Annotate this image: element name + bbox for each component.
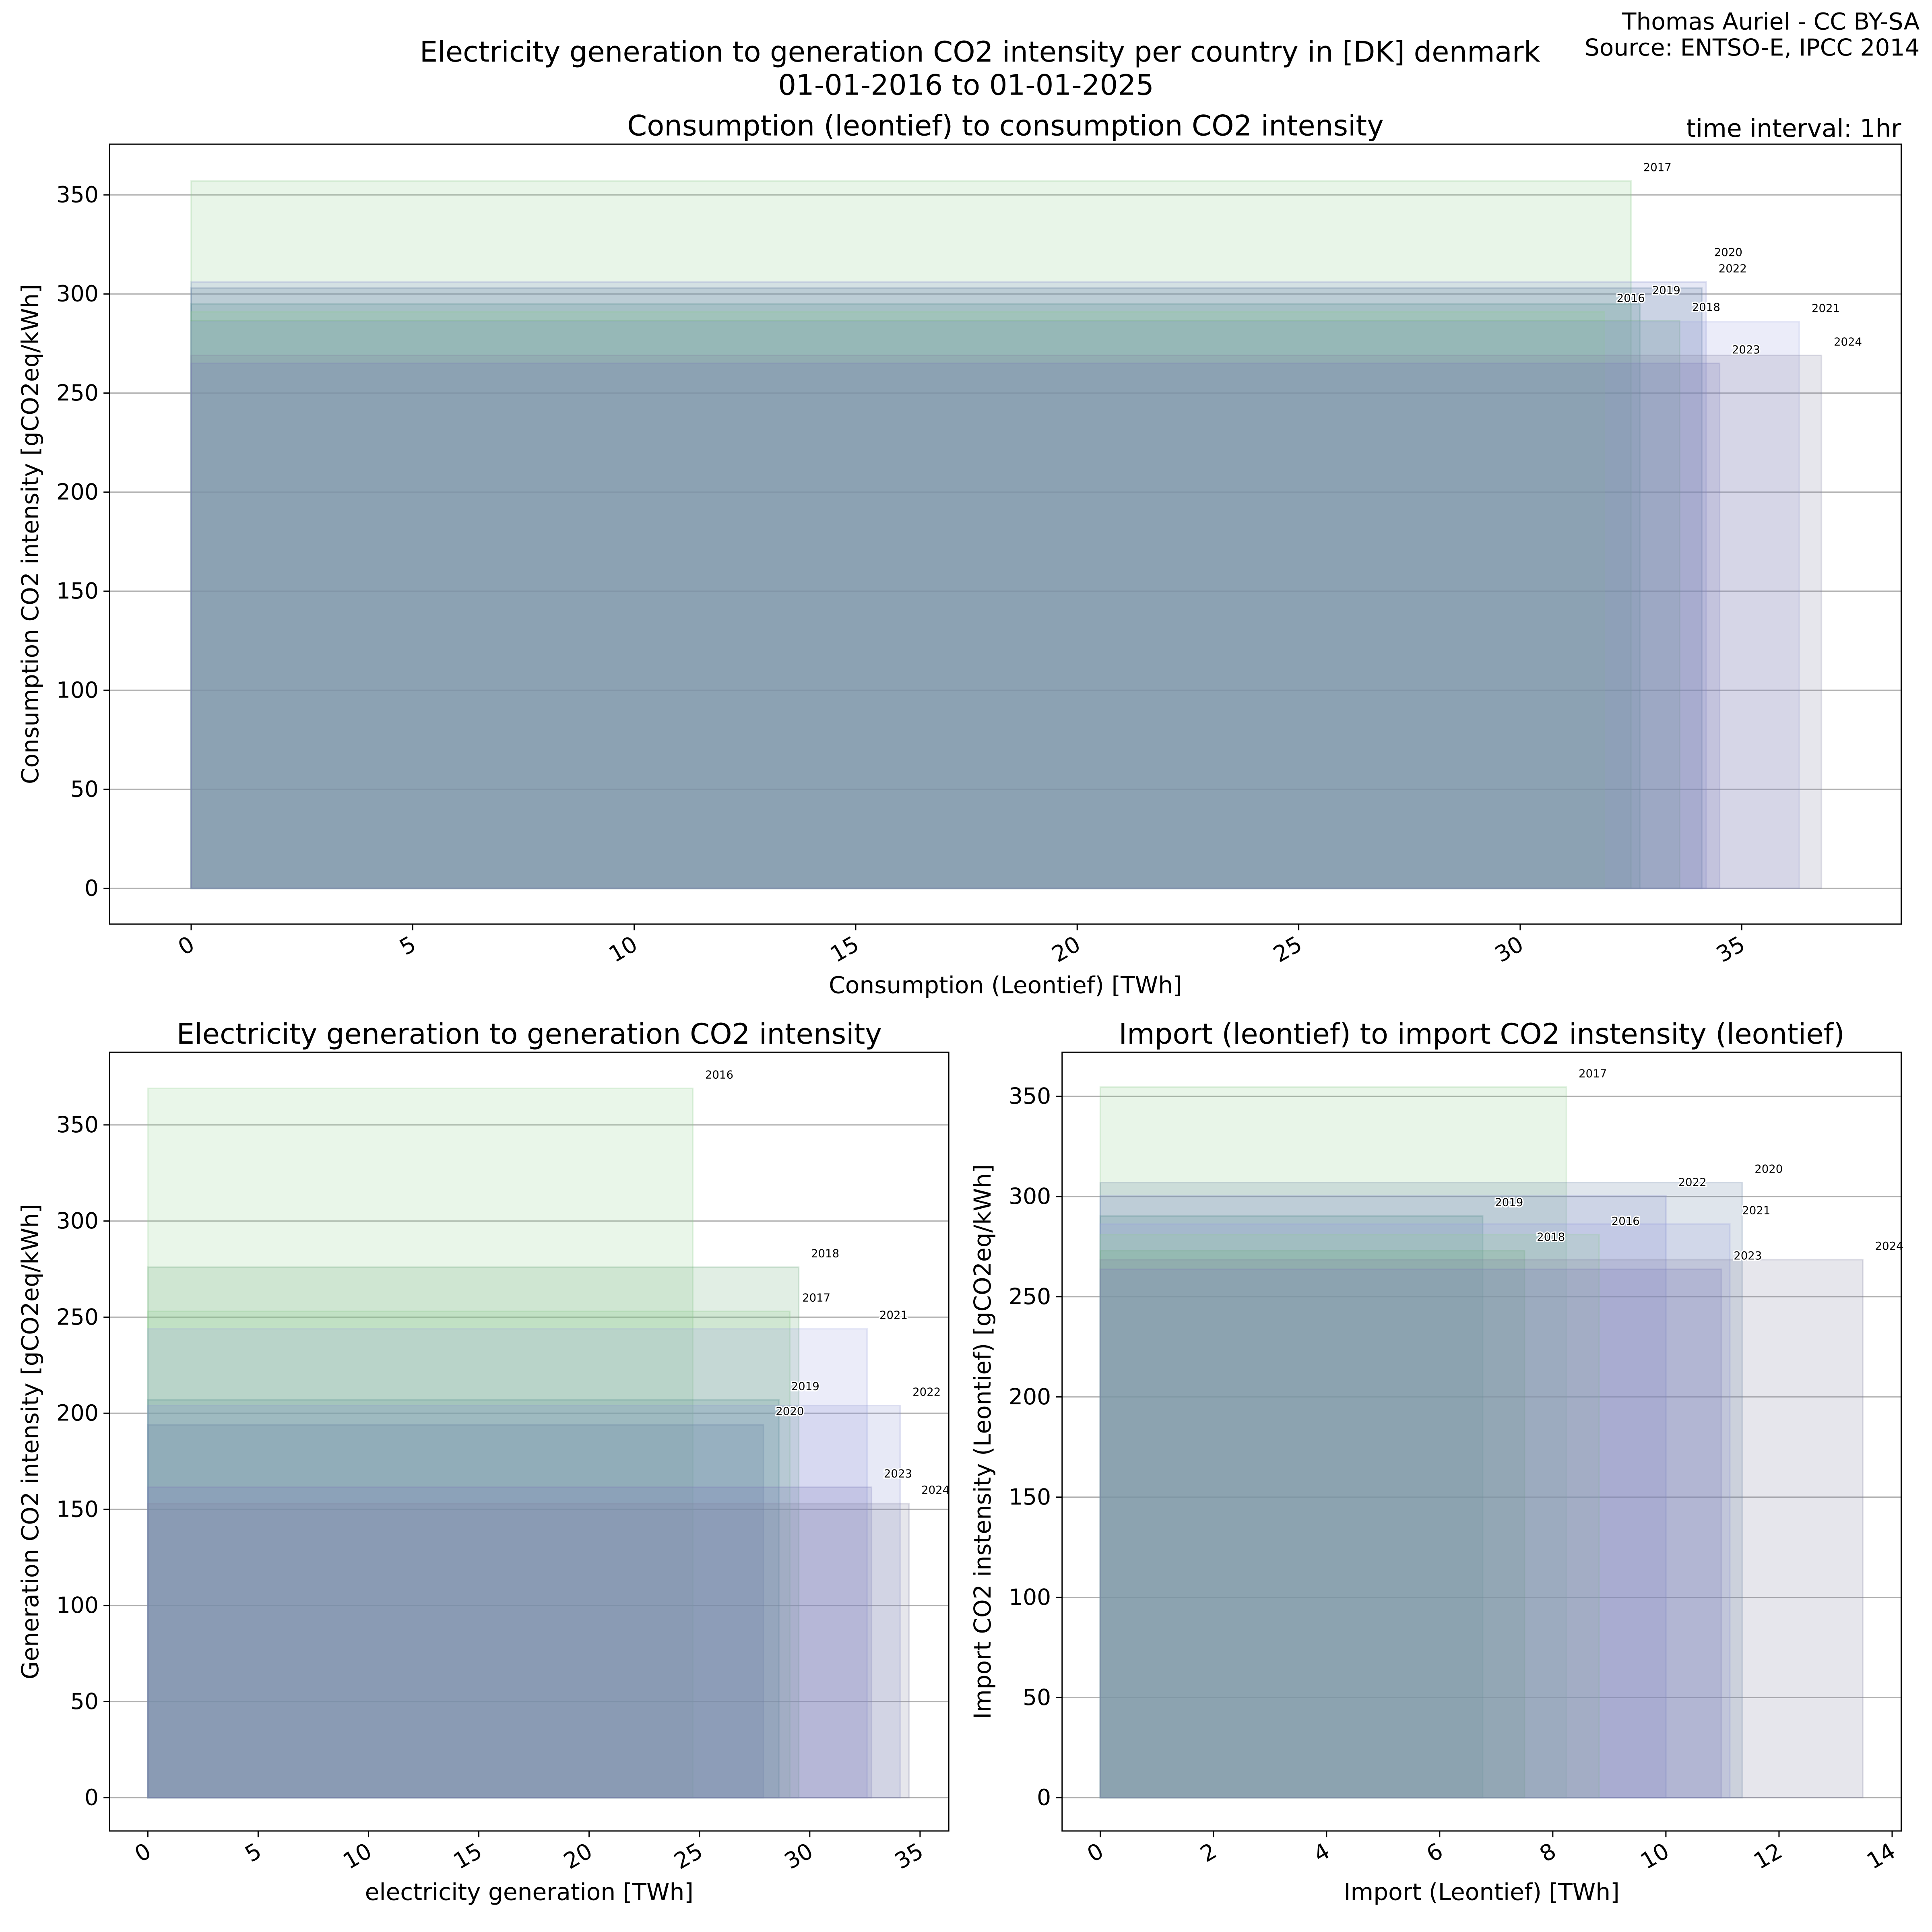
- bar-label-2018: 2018: [1692, 301, 1720, 314]
- y-tick-label: 200: [56, 1400, 99, 1426]
- bar-label-2018: 2018: [811, 1247, 839, 1260]
- y-tick-label: 300: [1009, 1183, 1051, 1209]
- y-tick-label: 150: [1009, 1484, 1051, 1510]
- bar-2018: [147, 1266, 800, 1799]
- plot-frame: [1061, 1051, 1902, 1832]
- y-tick-label: 50: [1023, 1684, 1051, 1710]
- y-tick-label: 200: [1009, 1384, 1051, 1410]
- y-tick-label: 100: [1009, 1584, 1051, 1610]
- bar-2020: [147, 1424, 764, 1799]
- y-tick-label: 250: [56, 380, 99, 406]
- bar-2023: [147, 1486, 873, 1799]
- bar-2022: [147, 1405, 901, 1799]
- y-tick-label: 350: [56, 1112, 99, 1137]
- bar-label-2019: 2019: [1495, 1196, 1523, 1209]
- bar-label-2022: 2022: [1719, 262, 1747, 275]
- y-tick-label: 100: [56, 1592, 99, 1618]
- y-axis-label: Consumption CO2 intensity [gCO2eq/kWh]: [17, 284, 44, 784]
- bar-2016: [1099, 1234, 1600, 1799]
- bar-label-2019: 2019: [1652, 284, 1680, 297]
- bar-2022: [190, 281, 1707, 890]
- bar-label-2016: 2016: [1617, 292, 1645, 305]
- y-tick-label: 250: [1009, 1284, 1051, 1309]
- x-axis-label: Import (Leontief) [TWh]: [1344, 1878, 1619, 1905]
- bar-label-2024: 2024: [921, 1484, 949, 1496]
- bar-label-2023: 2023: [884, 1468, 912, 1480]
- figure-date-range: 01-01-2016 to 01-01-2025: [778, 69, 1154, 102]
- y-tick-label: 50: [70, 776, 99, 802]
- bar-label-2021: 2021: [879, 1309, 908, 1322]
- y-tick-label: 350: [56, 182, 99, 208]
- y-tick-label: 300: [56, 1208, 99, 1234]
- bar-2021: [1099, 1223, 1731, 1799]
- bar-label-2018: 2018: [1537, 1231, 1565, 1244]
- y-tick-label: 0: [85, 1785, 99, 1810]
- y-tick-label: 150: [56, 578, 99, 604]
- bar-label-2016: 2016: [1612, 1215, 1640, 1228]
- bar-2017: [190, 180, 1632, 890]
- bar-2018: [190, 320, 1680, 890]
- bar-label-2020: 2020: [776, 1405, 804, 1418]
- bar-2024: [1099, 1259, 1864, 1799]
- bar-2021: [190, 321, 1800, 890]
- bar-label-2022: 2022: [912, 1386, 941, 1399]
- y-tick-label: 150: [56, 1496, 99, 1522]
- bar-label-2020: 2020: [1754, 1162, 1783, 1175]
- bar-2024: [190, 355, 1823, 890]
- bar-2023: [1099, 1268, 1722, 1799]
- time-interval-label: time interval: 1hr: [1686, 114, 1901, 143]
- y-axis-label: Generation CO2 intensity [gCO2eq/kWh]: [17, 1204, 44, 1679]
- bar-2021: [147, 1328, 868, 1799]
- y-tick-label: 0: [1037, 1785, 1051, 1810]
- credit-text: Thomas Auriel - CC BY-SA: [1622, 8, 1920, 35]
- bar-2019: [147, 1399, 780, 1799]
- panel-title: Consumption (leontief) to consumption CO…: [627, 109, 1384, 142]
- y-tick-label: 100: [56, 677, 99, 703]
- bar-label-2017: 2017: [1579, 1067, 1607, 1080]
- y-tick-label: 50: [70, 1688, 99, 1714]
- bar-2024: [147, 1503, 910, 1799]
- bar-label-2017: 2017: [1643, 161, 1672, 174]
- x-axis-label: Consumption (Leontief) [TWh]: [829, 971, 1182, 999]
- bar-2017: [1099, 1086, 1567, 1799]
- bar-label-2024: 2024: [1834, 335, 1862, 348]
- source-text: Source: ENTSO-E, IPCC 2014: [1585, 34, 1920, 61]
- y-tick-label: 300: [56, 281, 99, 307]
- panel-title: Electricity generation to generation CO2…: [177, 1018, 882, 1051]
- bar-2016: [147, 1088, 694, 1799]
- plot-frame: [109, 143, 1902, 925]
- bar-label-2019: 2019: [791, 1380, 819, 1393]
- y-tick-label: 200: [56, 479, 99, 505]
- y-tick-label: 0: [85, 875, 99, 901]
- bar-2019: [1099, 1215, 1484, 1799]
- bar-2016: [190, 311, 1605, 890]
- bar-2020: [190, 287, 1703, 890]
- bar-label-2024: 2024: [1875, 1240, 1903, 1253]
- y-tick-label: 350: [1009, 1083, 1051, 1109]
- bar-label-2023: 2023: [1734, 1249, 1762, 1262]
- bar-label-2016: 2016: [705, 1069, 733, 1082]
- y-tick-label: 250: [56, 1304, 99, 1330]
- bar-2019: [190, 303, 1641, 890]
- x-axis-label: electricity generation [TWh]: [365, 1878, 694, 1905]
- bar-label-2023: 2023: [1732, 343, 1760, 356]
- bar-label-2017: 2017: [802, 1292, 830, 1305]
- bar-2017: [147, 1311, 791, 1799]
- figure-title: Electricity generation to generation CO2…: [420, 35, 1540, 68]
- plot-frame: [109, 1051, 949, 1832]
- bar-2020: [1099, 1182, 1743, 1799]
- bar-label-2021: 2021: [1812, 302, 1840, 315]
- bar-label-2022: 2022: [1678, 1176, 1706, 1189]
- bar-2018: [1099, 1250, 1525, 1799]
- bar-label-2020: 2020: [1714, 246, 1742, 259]
- panel-title: Import (leontief) to import CO2 instensi…: [1119, 1018, 1845, 1051]
- bar-label-2021: 2021: [1742, 1204, 1770, 1217]
- bar-2023: [190, 362, 1721, 890]
- bar-2022: [1099, 1195, 1667, 1799]
- y-axis-label: Import CO2 instensity (Leontief) [gCO2eq…: [969, 1164, 996, 1719]
